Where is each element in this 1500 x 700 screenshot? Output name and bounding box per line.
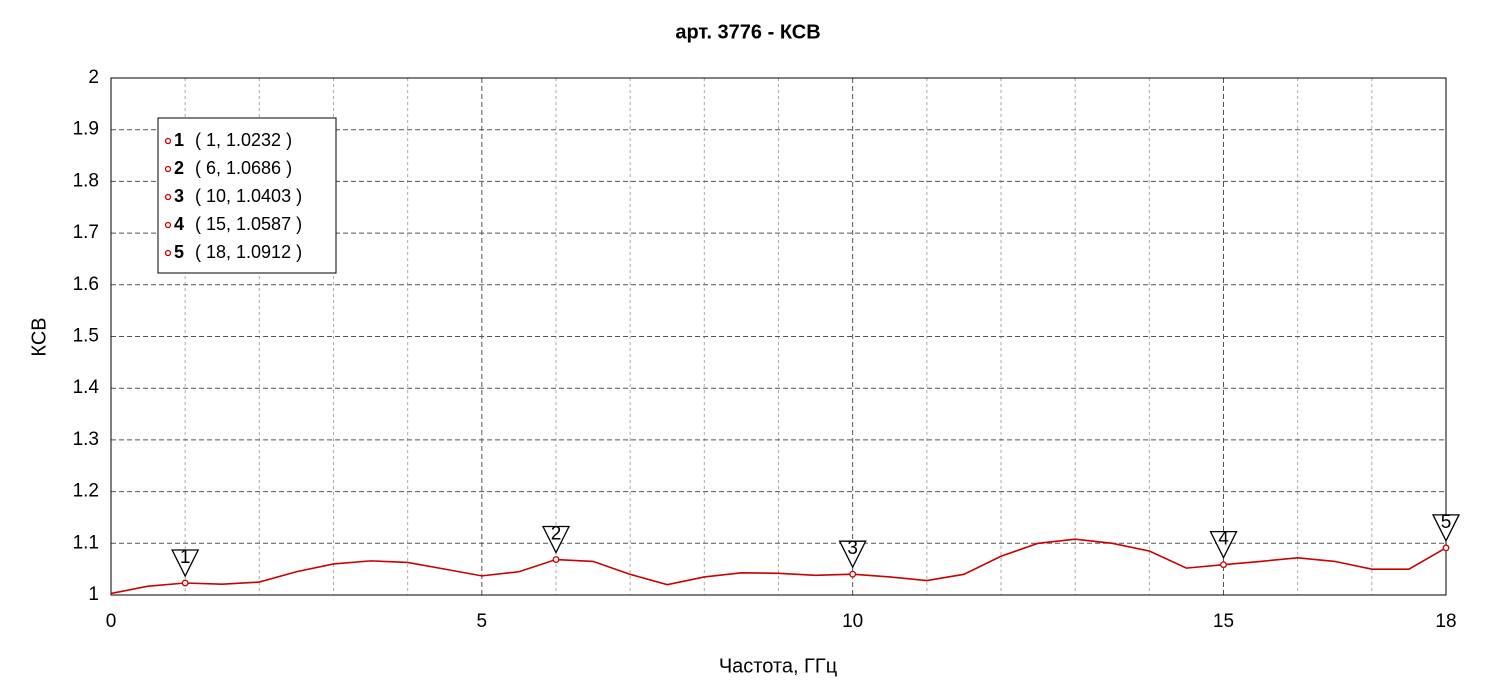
legend-symbol bbox=[164, 165, 172, 173]
y-tick-label: 1.1 bbox=[73, 532, 99, 553]
legend-symbol bbox=[164, 221, 172, 229]
y-tick-label: 1.2 bbox=[73, 481, 99, 502]
y-tick-label: 2 bbox=[88, 67, 99, 88]
marker-label: 5 bbox=[1441, 512, 1452, 533]
legend-number: 2 bbox=[174, 158, 184, 178]
legend-symbol bbox=[164, 249, 172, 257]
marker-label: 2 bbox=[551, 524, 562, 545]
marker-point bbox=[552, 556, 560, 563]
marker-point bbox=[849, 570, 857, 578]
legend-text: ( 10, 1.0403 ) bbox=[195, 186, 302, 206]
marker-label: 3 bbox=[847, 538, 858, 559]
y-tick-label: 1.7 bbox=[73, 222, 99, 243]
legend-text: ( 15, 1.0587 ) bbox=[195, 214, 302, 234]
marker-point bbox=[1220, 561, 1227, 569]
marker-triangle bbox=[1431, 514, 1461, 543]
y-tick-label: 1.9 bbox=[73, 119, 99, 140]
marker-point bbox=[1442, 544, 1450, 552]
legend-number: 5 bbox=[174, 242, 184, 262]
legend-number: 4 bbox=[174, 214, 184, 234]
y-tick-label: 1.8 bbox=[73, 170, 99, 191]
y-tick-label: 1.6 bbox=[73, 274, 99, 295]
legend-text: ( 1, 1.0232 ) bbox=[195, 130, 292, 150]
legend-text: ( 6, 1.0686 ) bbox=[195, 158, 292, 178]
marker-point bbox=[181, 579, 189, 587]
y-tick-label: 1.5 bbox=[73, 326, 99, 347]
legend-symbol bbox=[164, 137, 172, 145]
x-tick-label: 18 bbox=[1435, 611, 1456, 632]
chart-title: арт. 3776 - КСВ bbox=[675, 21, 820, 43]
y-tick-label: 1 bbox=[88, 584, 99, 605]
legend-text: ( 18, 1.0912 ) bbox=[195, 242, 302, 262]
y-axis-label: КСВ bbox=[28, 317, 50, 356]
y-tick-label: 1.4 bbox=[73, 377, 100, 398]
marker-label: 1 bbox=[180, 547, 191, 568]
x-axis-label: Частота, ГГц bbox=[719, 655, 837, 677]
marker-label: 4 bbox=[1218, 529, 1229, 550]
marker-triangle bbox=[541, 525, 571, 554]
x-tick-label: 0 bbox=[106, 611, 117, 632]
legend-number: 1 bbox=[174, 130, 184, 150]
x-tick-label: 10 bbox=[842, 611, 863, 632]
plot-frame bbox=[110, 77, 1447, 596]
marker-triangle bbox=[171, 549, 200, 578]
legend-box bbox=[157, 117, 337, 274]
x-tick-label: 15 bbox=[1213, 611, 1234, 632]
legend-symbol bbox=[164, 193, 172, 201]
y-tick-label: 1.3 bbox=[73, 429, 99, 450]
legend-number: 3 bbox=[174, 186, 184, 206]
marker-triangle bbox=[838, 540, 867, 569]
marker-triangle bbox=[1209, 531, 1238, 560]
x-tick-label: 5 bbox=[477, 611, 488, 632]
